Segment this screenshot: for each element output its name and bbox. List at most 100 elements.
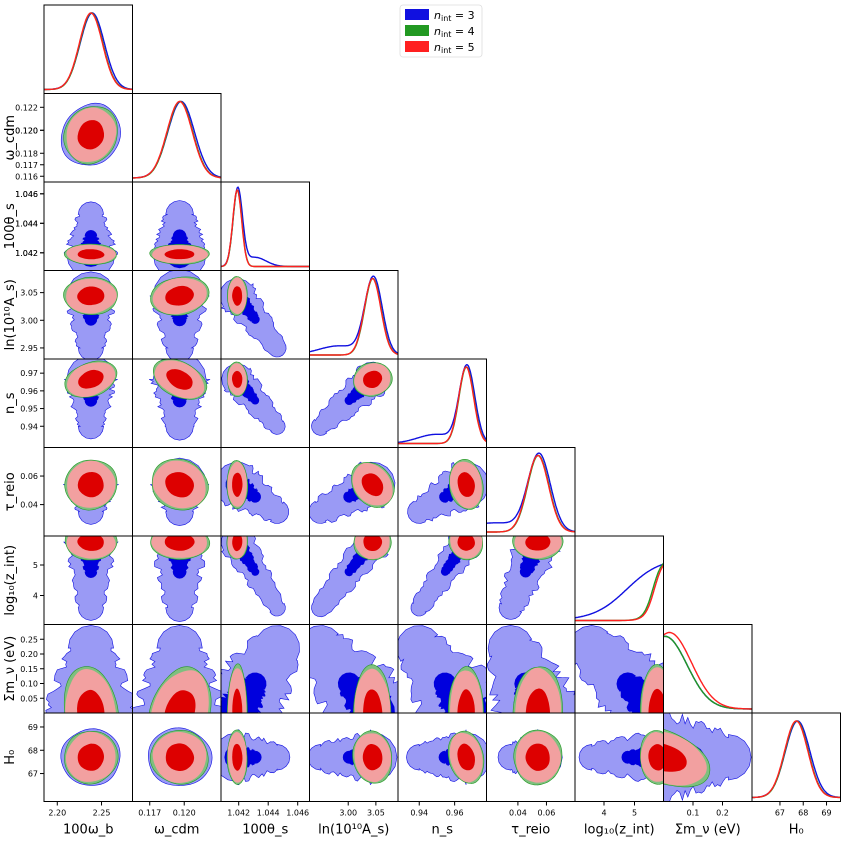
- x-tick-label: 0.117: [138, 809, 161, 818]
- contour-68-n5: [232, 370, 243, 388]
- x-tick-label: 1.046: [286, 809, 309, 818]
- y-tick-label: 1.046: [15, 190, 38, 199]
- y-tick-label: 0.20: [20, 650, 38, 659]
- contour-68-n5: [363, 536, 383, 551]
- panel-n_s-sum_mnu: [397, 624, 487, 714]
- panel-frame: [220, 181, 310, 271]
- y-axis-label-log10_zint: log₁₀(z_int): [3, 545, 18, 616]
- ticks-layer: 2.20 2.25 0.117 0.120 1.042 1.044 1.046 3.00 3.0…: [15, 103, 832, 817]
- contour-68-n5: [648, 688, 664, 713]
- panel-omega_b-H0: [43, 712, 133, 802]
- panel-theta_s-tau_reio: [220, 447, 310, 537]
- contour-68-n5: [77, 286, 105, 306]
- x-axis-label-log10_zint: log₁₀(z_int): [584, 823, 655, 838]
- panel-tau_reio-log10_zint: [486, 535, 576, 625]
- x-tick-label: 0.1: [687, 809, 700, 818]
- marginal-tau_reio-series-3: [486, 452, 575, 533]
- panel-frame: [751, 712, 841, 802]
- contour-68-n5: [663, 743, 687, 772]
- y-tick-label: 0.05: [20, 694, 38, 703]
- marginal-log10_zint-series-3: [575, 563, 664, 619]
- panel-omega_cdm-omega_cdm: [132, 93, 222, 183]
- contour-68-n5: [363, 370, 383, 388]
- contour-68-n5: [77, 472, 104, 498]
- panel-omega_cdm-ln10As: [132, 270, 222, 360]
- y-tick-label: 0.95: [20, 405, 38, 414]
- contour-68-n5: [77, 743, 104, 771]
- panel-n_s-n_s: [397, 358, 487, 448]
- y-tick-label: 67: [28, 770, 38, 779]
- x-tick-label: 0.94: [410, 809, 428, 818]
- contour-68-n5: [77, 120, 104, 150]
- x-tick-label: 5: [632, 809, 637, 818]
- x-tick-label: 67: [775, 809, 785, 818]
- marginal-n_s-series-3: [398, 363, 487, 444]
- panel-omega_b-ln10As: [43, 270, 133, 360]
- contour-68-n5: [77, 536, 104, 551]
- panel-theta_s-log10_zint: [220, 535, 310, 625]
- panel-theta_s-sum_mnu: [220, 624, 310, 714]
- axis-labels-layer: 100ω_b ω_cdm 100θ_s ln(10¹⁰A_s) n_s τ_reio log…: [3, 115, 804, 837]
- panel-frame: [574, 535, 664, 625]
- marginal-H0-series-5: [752, 720, 841, 799]
- marginal-log10_zint-series-4: [575, 562, 664, 622]
- y-axis-label-sum_mnu: Σm_ν (eV): [3, 636, 18, 702]
- marginal-ln10As-series-5: [309, 277, 398, 356]
- y-tick-label: 1.044: [15, 219, 38, 228]
- y-tick-label: 0.122: [15, 103, 38, 112]
- panel-log10_zint-log10_zint: [574, 535, 664, 625]
- x-axis-label-tau_reio: τ_reio: [511, 823, 550, 838]
- x-tick-label: 1.042: [227, 809, 250, 818]
- marginal-omega_b-series-3: [44, 12, 133, 91]
- panel-omega_b-omega_cdm: [43, 93, 133, 183]
- panel-omega_cdm-theta_s: [132, 181, 222, 271]
- y-tick-label: 0.94: [20, 422, 38, 431]
- marginal-ln10As-series-4: [309, 277, 398, 356]
- panel-tau_reio-tau_reio: [486, 447, 576, 537]
- marginal-log10_zint-series-5: [575, 564, 664, 622]
- marginal-theta_s-series-5: [221, 188, 310, 268]
- y-tick-label: 0.116: [15, 172, 38, 181]
- panel-tau_reio-sum_mnu: [486, 624, 576, 714]
- contour-68-n5: [457, 689, 475, 713]
- panel-ln10As-sum_mnu: [309, 624, 399, 714]
- panel-omega_cdm-H0: [132, 712, 222, 802]
- contour-68-n5: [165, 285, 194, 306]
- panel-tau_reio-H0: [486, 712, 576, 802]
- panel-n_s-H0: [397, 712, 487, 802]
- y-tick-label: 1.046: [15, 190, 38, 199]
- panel-omega_cdm-tau_reio: [132, 447, 222, 537]
- marginal-H0-series-4: [752, 720, 841, 799]
- panel-omega_cdm-sum_mnu: [132, 624, 222, 714]
- contour-68-n5: [77, 689, 105, 713]
- y-tick-label: 1.042: [15, 249, 38, 258]
- contour-68-n5: [165, 472, 194, 498]
- x-tick-label: 2.20: [48, 809, 66, 818]
- panel-frame: [663, 624, 753, 714]
- panel-theta_s-H0: [220, 712, 310, 802]
- legend-swatch-n5: [405, 41, 429, 52]
- panel-theta_s-theta_s: [220, 181, 310, 271]
- x-tick-label: 3.05: [367, 809, 385, 818]
- marginal-sum_mnu-series-5: [663, 631, 752, 710]
- contour-68-n5: [165, 743, 195, 771]
- y-tick-label: 0.06: [20, 472, 38, 481]
- contour-68-n5: [164, 690, 196, 713]
- y-axis-label-theta_s: 100θ_s: [3, 203, 18, 249]
- contour-68-n5: [232, 472, 243, 497]
- panel-ln10As-ln10As: [309, 270, 399, 360]
- x-tick-label: 68: [798, 809, 808, 818]
- x-axis-label-omega_b: 100ω_b: [63, 823, 113, 838]
- panel-omega_b-tau_reio: [43, 447, 133, 537]
- y-tick-label: 68: [28, 746, 38, 755]
- x-tick-label: 69: [821, 809, 831, 818]
- panel-H0-H0: [751, 712, 841, 802]
- panels-layer: [43, 4, 841, 802]
- y-axis-label-ln10As: ln(10¹⁰A_s): [3, 279, 18, 350]
- y-tick-label: 0.15: [20, 665, 38, 674]
- panel-sum_mnu-sum_mnu: [663, 624, 753, 714]
- x-tick-label: 0.120: [173, 809, 196, 818]
- y-tick-label: 0.10: [20, 680, 38, 689]
- y-tick-label: 3.05: [20, 289, 38, 298]
